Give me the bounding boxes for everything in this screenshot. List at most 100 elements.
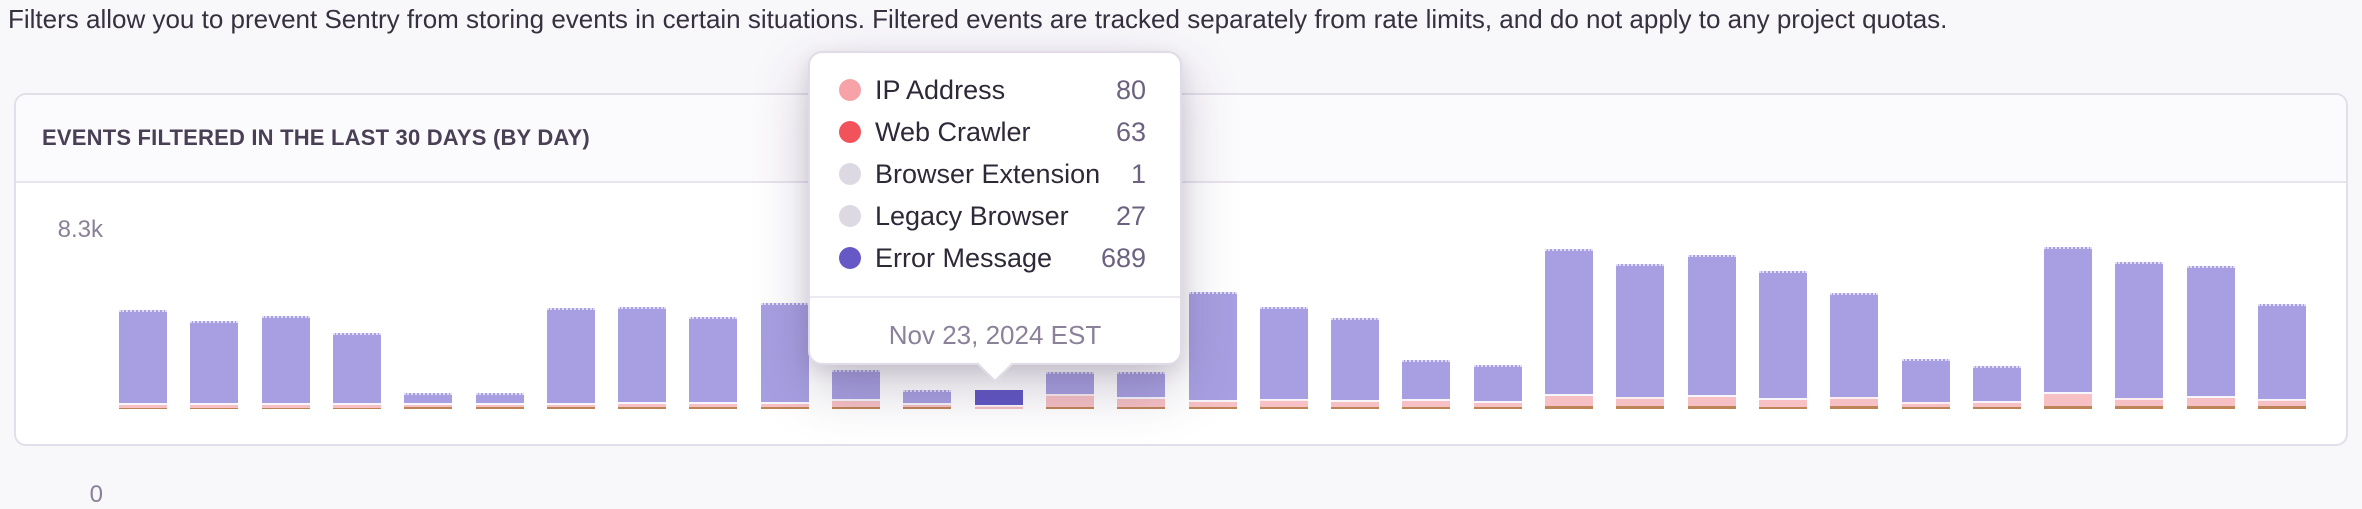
bar-day[interactable] bbox=[475, 393, 524, 409]
bar-segment-other bbox=[1331, 407, 1380, 409]
bar-day[interactable] bbox=[1830, 293, 1879, 409]
bar-segment-other bbox=[1758, 407, 1807, 409]
tooltip-divider bbox=[810, 296, 1180, 298]
series-color-dot-icon bbox=[839, 205, 861, 227]
bar-segment-other bbox=[760, 407, 809, 409]
bar-segment-error-message bbox=[1402, 360, 1451, 401]
series-label: Browser Extension bbox=[875, 158, 1101, 189]
tooltip-row: Legacy Browser 27 bbox=[810, 195, 1180, 237]
tooltip-rows: IP Address 80 Web Crawler 63 Browser Extensi… bbox=[810, 53, 1180, 279]
bar-day[interactable] bbox=[546, 307, 595, 409]
bar-segment-ip-address bbox=[404, 405, 453, 407]
bar-segment-error-message bbox=[1259, 307, 1308, 400]
bar-day[interactable] bbox=[618, 307, 667, 409]
bar-day-highlighted[interactable] bbox=[974, 390, 1023, 409]
bar-day[interactable] bbox=[689, 316, 738, 409]
bar-segment-other bbox=[1188, 407, 1237, 409]
bar-day[interactable] bbox=[1901, 359, 1950, 409]
filters-description-text: Filters allow you to prevent Sentry from… bbox=[8, 4, 1948, 34]
bar-segment-error-message bbox=[1045, 372, 1094, 394]
bar-day[interactable] bbox=[2115, 261, 2164, 409]
bar-segment-legacy-browser bbox=[974, 405, 1023, 406]
bar-day[interactable] bbox=[1758, 271, 1807, 409]
bar-day[interactable] bbox=[1259, 307, 1308, 409]
bar-chart[interactable] bbox=[16, 183, 2346, 444]
bar-segment-error-message bbox=[689, 316, 738, 404]
bar-day[interactable] bbox=[404, 393, 453, 409]
bar-day[interactable] bbox=[2186, 266, 2235, 409]
bar-day[interactable] bbox=[2044, 246, 2093, 409]
bar-day[interactable] bbox=[832, 370, 880, 409]
bar-segment-ip-address bbox=[903, 405, 952, 407]
tooltip-row: Browser Extension 1 bbox=[810, 153, 1180, 195]
bar-day[interactable] bbox=[1117, 372, 1166, 409]
bar-day[interactable] bbox=[760, 302, 809, 409]
bar-segment-web-crawler bbox=[974, 405, 1023, 408]
bar-day[interactable] bbox=[1972, 366, 2021, 409]
bar-segment-error-message bbox=[190, 321, 239, 405]
bar-segment-error-message bbox=[2044, 246, 2093, 394]
bar-segment-error-message bbox=[1687, 255, 1736, 397]
chart-tooltip: IP Address 80 Web Crawler 63 Browser Extensi… bbox=[808, 51, 1182, 383]
bar-day[interactable] bbox=[332, 333, 381, 409]
bar-segment-ip-address bbox=[2186, 398, 2235, 406]
y-axis-max-label: 8.3k bbox=[57, 216, 103, 243]
bar-segment-error-message bbox=[618, 307, 667, 404]
bar-segment-web-crawler bbox=[1830, 397, 1879, 399]
bar-day[interactable] bbox=[119, 310, 167, 409]
bar-day[interactable] bbox=[903, 390, 952, 409]
bar-segment-ip-address bbox=[1687, 397, 1736, 406]
bar-segment-ip-address bbox=[261, 405, 310, 408]
series-value: 689 bbox=[1100, 242, 1146, 273]
bar-segment-other bbox=[1117, 407, 1166, 409]
bar-segment-ip-address bbox=[1402, 401, 1451, 407]
bar-day[interactable] bbox=[1687, 255, 1736, 409]
bar-segment-error-message bbox=[261, 315, 310, 405]
bar-segment-error-message bbox=[2258, 304, 2306, 400]
bar-day[interactable] bbox=[1331, 318, 1380, 409]
bar-segment-error-message bbox=[2186, 266, 2235, 398]
bar-segment-ip-address bbox=[1045, 396, 1094, 407]
bar-day[interactable] bbox=[190, 321, 239, 409]
bar-segment-error-message bbox=[1758, 271, 1807, 400]
bar-segment-web-crawler bbox=[1901, 402, 1950, 404]
bar-day[interactable] bbox=[1045, 372, 1094, 409]
series-label: IP Address bbox=[875, 74, 1006, 105]
tooltip-date: Nov 23, 2024 EST bbox=[888, 320, 1102, 350]
bar-day[interactable] bbox=[1545, 249, 1593, 409]
bar-segment-other bbox=[2258, 406, 2306, 409]
bar-segment-other bbox=[1402, 407, 1451, 409]
bar-day[interactable] bbox=[1473, 365, 1522, 409]
bar-day[interactable] bbox=[1402, 360, 1451, 409]
series-color-dot-icon bbox=[839, 121, 861, 143]
bar-segment-error-message bbox=[1117, 372, 1166, 399]
bar-segment-error-message bbox=[332, 333, 381, 405]
bar-segment-error-message bbox=[404, 393, 453, 405]
bar-segment-error-message bbox=[119, 310, 167, 405]
series-color-dot-icon bbox=[839, 247, 861, 269]
bar-segment-other bbox=[1045, 407, 1094, 409]
tooltip-row: IP Address 80 bbox=[810, 69, 1180, 111]
bar-segment-ip-address bbox=[332, 405, 381, 408]
bar-day[interactable] bbox=[2258, 304, 2306, 409]
bar-segment-ip-address bbox=[119, 405, 167, 408]
bar-segment-ip-address bbox=[1830, 399, 1879, 406]
bar-segment-ip-address bbox=[1758, 400, 1807, 407]
bar-segment-other bbox=[1830, 406, 1879, 409]
bar-segment-web-crawler bbox=[2115, 398, 2164, 400]
bar-segment-web-crawler bbox=[1616, 397, 1665, 399]
bar-day[interactable] bbox=[261, 315, 310, 409]
bar-segment-other bbox=[2044, 406, 2093, 409]
bar-segment-other bbox=[1259, 407, 1308, 409]
bar-segment-ip-address bbox=[760, 404, 809, 407]
bar-day[interactable] bbox=[1188, 291, 1237, 409]
bar-segment-other bbox=[190, 408, 239, 409]
bar-segment-ip-address bbox=[1545, 396, 1593, 406]
bar-day[interactable] bbox=[1616, 264, 1665, 409]
tooltip-row: Web Crawler 63 bbox=[810, 111, 1180, 153]
bar-segment-error-message bbox=[1188, 291, 1237, 402]
series-value: 27 bbox=[1115, 200, 1146, 231]
bar-segment-ip-address bbox=[1616, 399, 1665, 406]
y-axis-min-label: 0 bbox=[89, 481, 103, 508]
tooltip-row: Error Message 689 bbox=[810, 237, 1180, 279]
